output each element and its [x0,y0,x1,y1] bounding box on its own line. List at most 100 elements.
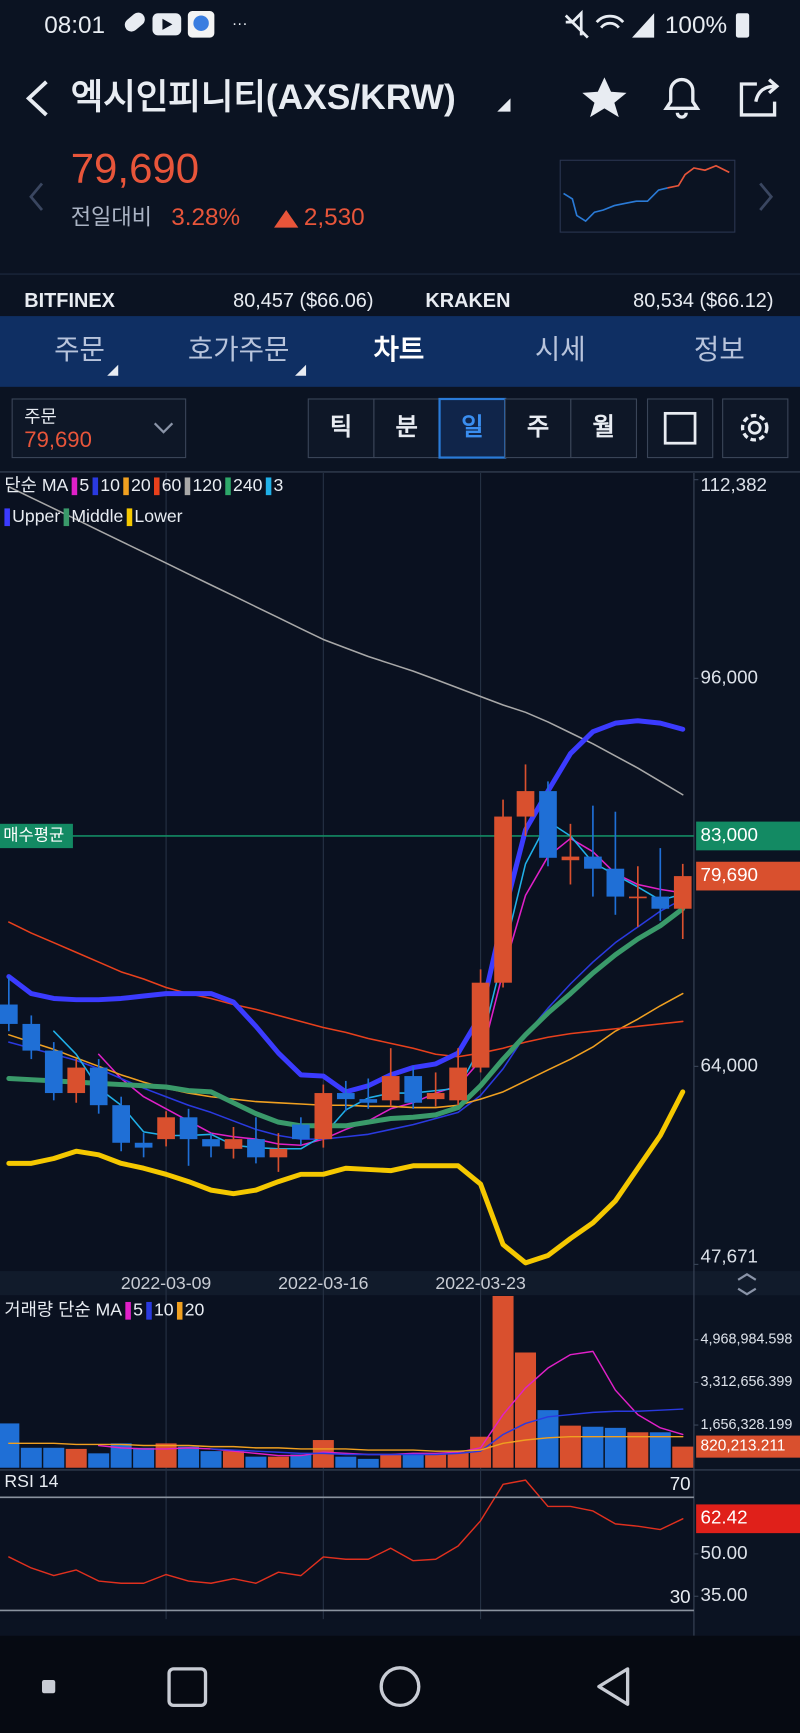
volume-bar [447,1452,469,1468]
period-button[interactable] [307,398,375,459]
legend-label: 10 [100,475,120,495]
nav-home[interactable] [379,1666,421,1708]
y-tick-label: 50.00 [701,1542,748,1563]
legend-swatch [146,1301,152,1320]
nav-bar [0,1635,800,1733]
change-label: 전일대비 [71,205,152,230]
volume-bar [402,1454,424,1468]
candle-body [89,1067,108,1106]
volume-bar [110,1443,132,1468]
back-button[interactable] [25,80,48,117]
period-label: 틱 [330,414,352,441]
candle-body [179,1117,198,1140]
candle-body [292,1124,310,1140]
indicator-line [8,485,684,796]
legend-swatch [92,477,99,496]
legend-label: 20 [131,475,151,495]
date-label: 2022-03-09 [121,1273,211,1293]
volume-bar [133,1447,155,1468]
candle-body [359,1099,378,1103]
volume-bar [267,1456,289,1468]
legend-swatch [176,1301,183,1320]
alarm-button[interactable] [663,77,701,119]
share-button[interactable] [739,78,780,117]
legend-label: 240 [233,475,263,495]
settings-button[interactable] [722,398,789,459]
date-strip [0,1271,800,1296]
period-label: 주 [527,414,549,441]
candle-body [269,1148,288,1158]
tab[interactable]: 주문 [54,334,105,365]
tab[interactable]: 정보 [694,334,745,365]
nav-back[interactable] [597,1667,630,1706]
indicator-line [6,1089,686,1266]
date-label: 2022-03-23 [435,1273,526,1293]
volume-bar [537,1410,559,1468]
volume-bar [200,1451,222,1468]
current-price-label: 79,690 [701,864,758,885]
volume-bar [582,1426,604,1468]
candle-body [426,1093,445,1100]
volume-current-label: 820,213.211 [701,1438,786,1455]
candle-body [336,1093,355,1100]
legend-label: 10 [154,1299,174,1319]
tab[interactable]: 차트 [373,334,424,365]
y-tick-label: 4,968,984.598 [701,1331,793,1347]
favorite-button[interactable] [582,77,627,118]
y-tick-label: 47,671 [701,1246,758,1267]
legend-swatch [125,1301,131,1320]
exchange-price: 80,534 ($66.12) [633,290,773,312]
period-label: 일 [461,414,483,441]
buy-average-value: 83,000 [701,824,758,845]
prev-coin[interactable] [29,182,44,211]
volume-bar [335,1456,357,1468]
resize-handle[interactable] [737,1273,757,1296]
candle-body [404,1076,423,1103]
volume-bar [649,1432,671,1468]
volume-bar [470,1436,492,1468]
period-label: 월 [592,414,614,441]
candle-body [449,1067,467,1101]
sparkline [559,159,736,233]
tab-bar [0,316,800,387]
volume-bar [155,1443,177,1468]
date-label: 2022-03-16 [278,1273,369,1293]
nav-recent[interactable] [167,1667,208,1708]
svg-text:···: ··· [232,15,247,32]
next-coin[interactable] [759,182,774,211]
tab[interactable]: 호가주문 [188,334,290,365]
candle-body [314,1093,333,1140]
tab[interactable]: 시세 [535,334,586,365]
candle-body [202,1139,220,1147]
legend-swatch [123,477,129,496]
candle-body [247,1139,265,1158]
legend-swatch [63,508,70,527]
buy-average-label: 매수평균 [3,825,64,844]
current-price: 79,690 [71,144,199,191]
candle-body [381,1076,400,1101]
coin-title: 엑시인피니티(AXS/KRW) [71,78,456,117]
order-box[interactable] [11,398,187,459]
legend-title: 단순 MA [4,475,68,495]
rsi-title: RSI 14 [4,1471,58,1491]
volume-bar [559,1425,581,1468]
period-button[interactable] [570,398,638,459]
draw-button[interactable] [646,398,714,459]
order-label: 주문 [24,406,57,426]
order-dropdown [153,422,174,434]
change-percent: 3.28% [171,204,240,231]
volume-bar [357,1458,379,1468]
title-dropdown[interactable] [497,98,511,112]
nav-menu[interactable] [41,1679,56,1694]
status-battery: 100% [665,12,727,39]
y-tick-label: 64,000 [701,1054,758,1075]
settings-icon [740,413,769,442]
legend-swatch [225,477,231,496]
buy-average-tag [0,823,73,849]
legend-label: Lower [134,506,182,526]
volume-bar [88,1453,110,1468]
period-button[interactable] [373,398,441,459]
rsi-current-label: 62.42 [701,1507,748,1528]
